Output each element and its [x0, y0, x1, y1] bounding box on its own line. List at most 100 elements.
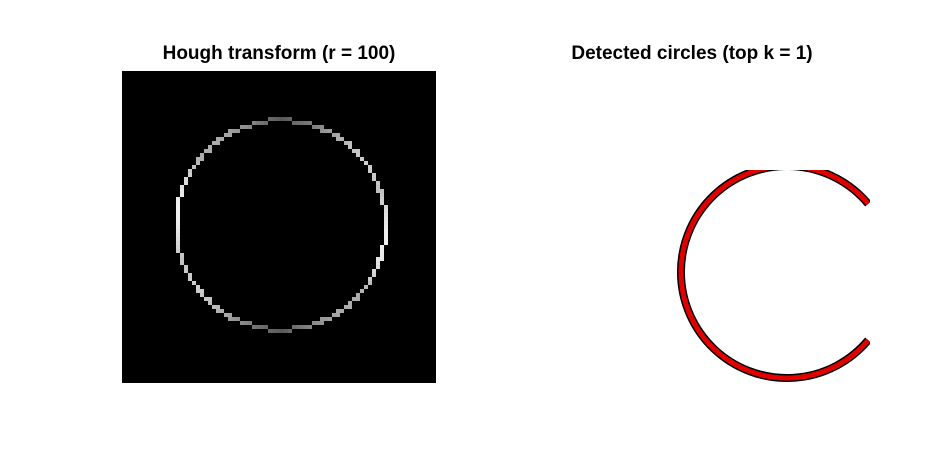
hough-ring-cell — [208, 301, 212, 305]
hough-panel-title: Hough transform (r = 100) — [162, 43, 396, 64]
hough-ring-cell — [368, 169, 372, 173]
hough-ring-cell — [176, 229, 180, 233]
hough-ring-cell — [184, 265, 188, 269]
hough-ring-cell — [312, 125, 316, 129]
hough-ring-cell — [276, 329, 280, 333]
detected-circles-plot — [660, 170, 870, 400]
hough-ring-cell — [236, 129, 240, 133]
hough-ring-cell — [360, 289, 364, 293]
hough-ring-cell — [204, 149, 208, 153]
hough-ring-cell — [176, 241, 180, 245]
hough-ring-cell — [264, 325, 268, 329]
hough-ring-cell — [288, 329, 292, 333]
hough-ring-cell — [372, 269, 376, 273]
hough-ring-cell — [376, 265, 380, 269]
hough-ring-cell — [296, 325, 300, 329]
hough-ring-cell — [376, 181, 380, 185]
hough-ring-cell — [176, 209, 180, 213]
hough-ring-cell — [348, 145, 352, 149]
hough-ring-cell — [236, 317, 240, 321]
hough-ring-cell — [336, 137, 340, 141]
hough-ring-cell — [376, 189, 380, 193]
hough-ring-cell — [180, 261, 184, 265]
hough-ring-cell — [264, 121, 268, 125]
hough-ring-cell — [176, 233, 180, 237]
hough-ring-cell — [212, 141, 216, 145]
hough-ring-cell — [380, 201, 384, 205]
hough-ring-cell — [284, 117, 288, 121]
hough-ring-cell — [240, 321, 244, 325]
hough-ring-cell — [212, 305, 216, 309]
hough-ring-cell — [184, 269, 188, 273]
hough-ring-cell — [364, 161, 368, 165]
hough-ring-cell — [384, 209, 388, 213]
hough-ring-cell — [376, 261, 380, 265]
hough-ring-cell — [340, 309, 344, 313]
hough-ring-cell — [336, 309, 340, 313]
hough-ring-cell — [180, 189, 184, 193]
hough-ring-cell — [320, 129, 324, 133]
hough-ring-cell — [352, 149, 356, 153]
hough-ring-cell — [380, 249, 384, 253]
hough-ring-cell — [268, 117, 272, 121]
hough-ring-cell — [296, 121, 300, 125]
hough-ring-cell — [176, 205, 180, 209]
hough-ring-cell — [220, 309, 224, 313]
hough-ring-cell — [280, 117, 284, 121]
hough-ring-cell — [180, 253, 184, 257]
hough-ring-cell — [376, 257, 380, 261]
hough-ring-cell — [232, 129, 236, 133]
hough-ring-cell — [332, 133, 336, 137]
hough-ring-cell — [332, 313, 336, 317]
hough-ring-cell — [260, 325, 264, 329]
hough-ring-cell — [336, 313, 340, 317]
hough-ring-cell — [176, 197, 180, 201]
hough-ring-cell — [372, 177, 376, 181]
hough-ring-cell — [348, 141, 352, 145]
hough-ring-cell — [324, 317, 328, 321]
hough-ring-cell — [256, 325, 260, 329]
hough-ring-cell — [372, 273, 376, 277]
hough-ring-cell — [200, 293, 204, 297]
hough-ring-cell — [368, 281, 372, 285]
hough-ring-cell — [336, 133, 340, 137]
hough-ring-cell — [348, 305, 352, 309]
hough-ring-cell — [384, 225, 388, 229]
hough-ring-cell — [344, 305, 348, 309]
hough-ring-cell — [272, 329, 276, 333]
hough-ring-cell — [320, 321, 324, 325]
hough-ring-cell — [188, 169, 192, 173]
hough-ring-cell — [180, 257, 184, 261]
hough-ring-cell — [380, 257, 384, 261]
hough-ring-cell — [384, 237, 388, 241]
hough-ring-cell — [256, 121, 260, 125]
hough-ring-cell — [244, 321, 248, 325]
hough-ring-cell — [384, 233, 388, 237]
hough-ring-cell — [380, 193, 384, 197]
hough-ring-cell — [312, 321, 316, 325]
hough-ring-cell — [304, 325, 308, 329]
hough-ring-cell — [200, 289, 204, 293]
hough-ring-cell — [208, 149, 212, 153]
hough-ring-cell — [356, 149, 360, 153]
hough-ring-cell — [224, 313, 228, 317]
hough-ring-cell — [184, 181, 188, 185]
hough-ring-cell — [252, 121, 256, 125]
hough-ring-cell — [288, 117, 292, 121]
hough-ring-cell — [368, 165, 372, 169]
hough-ring-cell — [360, 157, 364, 161]
hough-ring-cell — [344, 141, 348, 145]
hough-ring-cell — [304, 121, 308, 125]
hough-ring-cell — [188, 273, 192, 277]
detected-circle-svg — [677, 170, 870, 382]
hough-ring-cell — [320, 125, 324, 129]
hough-ring-cell — [280, 329, 284, 333]
hough-ring-cell — [308, 121, 312, 125]
hough-ring-cell — [384, 213, 388, 217]
hough-ring-cell — [188, 277, 192, 281]
hough-ring-cell — [208, 145, 212, 149]
hough-ring-cell — [380, 197, 384, 201]
hough-ring-cell — [284, 329, 288, 333]
hough-ring-cell — [324, 129, 328, 133]
hough-ring-cell — [196, 157, 200, 161]
